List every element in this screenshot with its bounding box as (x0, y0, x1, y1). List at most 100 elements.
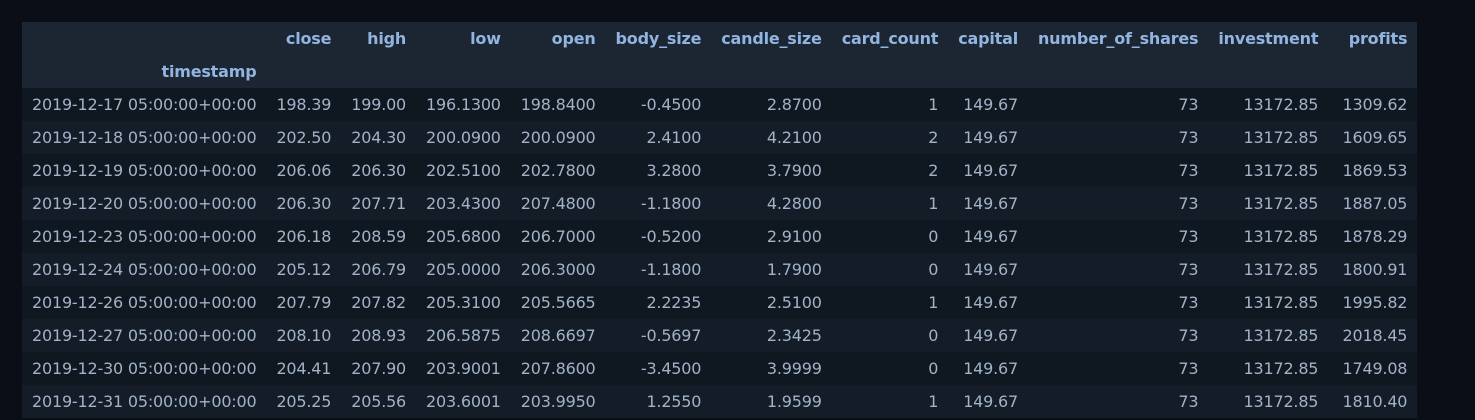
cell-card-count: 1 (831, 88, 949, 121)
cell-capital: 149.67 (948, 319, 1028, 352)
index-row-blank-cell (416, 55, 511, 88)
cell-open: 208.6697 (510, 319, 606, 352)
column-header-card-count: card_count (831, 22, 949, 55)
cell-high: 205.56 (341, 385, 417, 418)
cell-close: 202.50 (266, 121, 342, 154)
cell-low: 205.3100 (416, 286, 511, 319)
cell-candle-size: 4.2100 (711, 121, 832, 154)
index-row-blank-cell (605, 55, 712, 88)
cell-capital: 149.67 (948, 352, 1028, 385)
cell-low: 203.6001 (416, 385, 511, 418)
row-index-timestamp: 2019-12-20 05:00:00+00:00 (22, 187, 267, 220)
cell-number-of-shares: 73 (1027, 88, 1209, 121)
cell-number-of-shares: 73 (1027, 352, 1209, 385)
table-row: 2019-12-23 05:00:00+00:00 206.18 208.59 205… (22, 220, 1418, 253)
table-row: 2019-12-26 05:00:00+00:00 207.79 207.82 205… (22, 286, 1418, 319)
cell-body-size: 1.2550 (605, 385, 712, 418)
cell-candle-size: 2.8700 (711, 88, 832, 121)
column-header-body-size: body_size (605, 22, 712, 55)
cell-candle-size: 4.2800 (711, 187, 832, 220)
cell-high: 207.71 (341, 187, 417, 220)
table-body: 2019-12-17 05:00:00+00:00 198.39 199.00 196… (22, 88, 1418, 418)
cell-capital: 149.67 (948, 286, 1028, 319)
cell-body-size: -1.1800 (605, 253, 712, 286)
cell-card-count: 0 (831, 253, 949, 286)
row-index-timestamp: 2019-12-30 05:00:00+00:00 (22, 352, 267, 385)
cell-number-of-shares: 73 (1027, 286, 1209, 319)
index-row-blank-cell (1208, 55, 1329, 88)
cell-card-count: 1 (831, 286, 949, 319)
cell-candle-size: 2.9100 (711, 220, 832, 253)
cell-close: 205.12 (266, 253, 342, 286)
cell-number-of-shares: 73 (1027, 319, 1209, 352)
column-header-low: low (416, 22, 511, 55)
cell-body-size: -0.5697 (605, 319, 712, 352)
cell-open: 205.5665 (510, 286, 606, 319)
cell-profits: 1309.62 (1328, 88, 1418, 121)
cell-open: 207.8600 (510, 352, 606, 385)
cell-close: 207.79 (266, 286, 342, 319)
cell-high: 208.93 (341, 319, 417, 352)
cell-high: 199.00 (341, 88, 417, 121)
row-index-timestamp: 2019-12-23 05:00:00+00:00 (22, 220, 267, 253)
row-index-timestamp: 2019-12-27 05:00:00+00:00 (22, 319, 267, 352)
column-header-close: close (266, 22, 342, 55)
cell-profits: 1749.08 (1328, 352, 1418, 385)
cell-capital: 149.67 (948, 88, 1028, 121)
cell-low: 196.1300 (416, 88, 511, 121)
column-header-open: open (510, 22, 606, 55)
cell-high: 206.79 (341, 253, 417, 286)
cell-close: 206.30 (266, 187, 342, 220)
row-index-timestamp: 2019-12-26 05:00:00+00:00 (22, 286, 267, 319)
row-index-timestamp: 2019-12-19 05:00:00+00:00 (22, 154, 267, 187)
table-row: 2019-12-17 05:00:00+00:00 198.39 199.00 196… (22, 88, 1418, 121)
cell-capital: 149.67 (948, 121, 1028, 154)
cell-open: 198.8400 (510, 88, 606, 121)
cell-low: 205.6800 (416, 220, 511, 253)
table-row: 2019-12-27 05:00:00+00:00 208.10 208.93 206… (22, 319, 1418, 352)
index-row-blank-cell (510, 55, 606, 88)
cell-open: 207.4800 (510, 187, 606, 220)
cell-candle-size: 1.7900 (711, 253, 832, 286)
cell-open: 202.7800 (510, 154, 606, 187)
index-row-blank-cell (831, 55, 949, 88)
cell-open: 206.7000 (510, 220, 606, 253)
index-row-blank-cell (1027, 55, 1209, 88)
column-header-candle-size: candle_size (711, 22, 832, 55)
cell-profits: 1887.05 (1328, 187, 1418, 220)
cell-capital: 149.67 (948, 220, 1028, 253)
row-index-timestamp: 2019-12-18 05:00:00+00:00 (22, 121, 267, 154)
table-row: 2019-12-18 05:00:00+00:00 202.50 204.30 200… (22, 121, 1418, 154)
cell-close: 204.41 (266, 352, 342, 385)
dataframe-table: close high low open body_size candle_size card… (22, 22, 1418, 418)
cell-low: 203.9001 (416, 352, 511, 385)
index-row-blank-cell (948, 55, 1028, 88)
cell-number-of-shares: 73 (1027, 121, 1209, 154)
cell-profits: 1995.82 (1328, 286, 1418, 319)
cell-investment: 13172.85 (1208, 88, 1329, 121)
index-row-blank-cell (341, 55, 417, 88)
cell-high: 206.30 (341, 154, 417, 187)
table-row: 2019-12-24 05:00:00+00:00 205.12 206.79 205… (22, 253, 1418, 286)
cell-card-count: 0 (831, 352, 949, 385)
cell-investment: 13172.85 (1208, 385, 1329, 418)
cell-investment: 13172.85 (1208, 154, 1329, 187)
cell-card-count: 1 (831, 187, 949, 220)
column-header-number-of-shares: number_of_shares (1027, 22, 1209, 55)
cell-low: 200.0900 (416, 121, 511, 154)
cell-low: 205.0000 (416, 253, 511, 286)
cell-candle-size: 1.9599 (711, 385, 832, 418)
cell-card-count: 0 (831, 319, 949, 352)
cell-high: 204.30 (341, 121, 417, 154)
cell-profits: 1878.29 (1328, 220, 1418, 253)
cell-profits: 1800.91 (1328, 253, 1418, 286)
cell-close: 205.25 (266, 385, 342, 418)
cell-body-size: -0.4500 (605, 88, 712, 121)
cell-candle-size: 3.9999 (711, 352, 832, 385)
cell-number-of-shares: 73 (1027, 253, 1209, 286)
cell-body-size: 2.4100 (605, 121, 712, 154)
table-row: 2019-12-30 05:00:00+00:00 204.41 207.90 203… (22, 352, 1418, 385)
cell-high: 208.59 (341, 220, 417, 253)
cell-body-size: 2.2235 (605, 286, 712, 319)
